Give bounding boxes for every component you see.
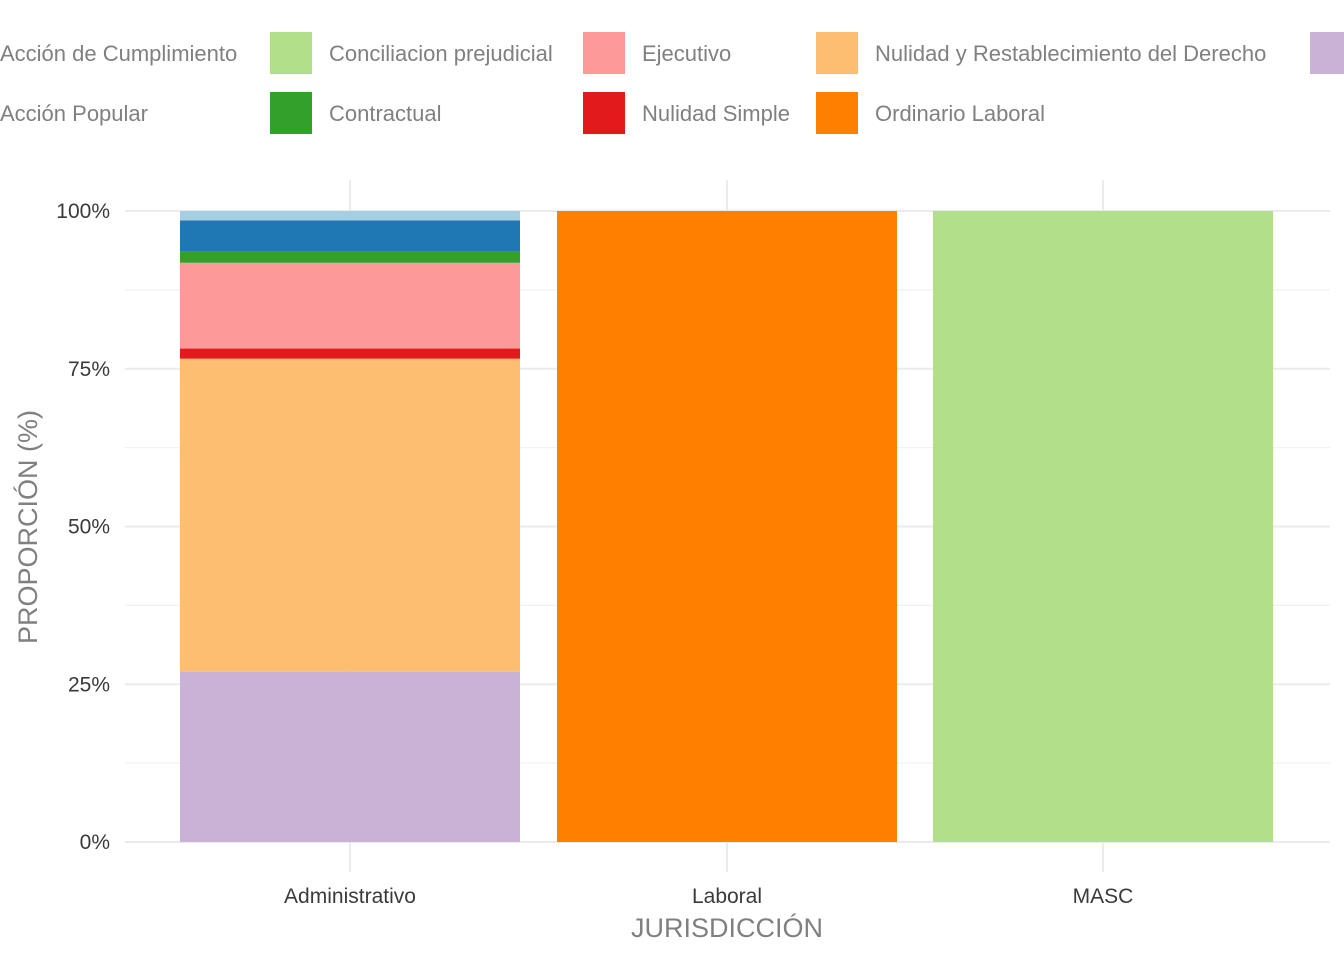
y-tick-label: 0% <box>80 831 110 854</box>
x-tick-label: Administrativo <box>284 885 416 908</box>
bar-segment <box>180 220 520 252</box>
legend-label: Acción Popular <box>0 101 148 126</box>
legend-key <box>583 32 625 74</box>
bar-segment <box>180 262 520 349</box>
bar-segment <box>180 211 520 221</box>
y-axis-ticks: 0% 25% 50% 75% 100% <box>56 200 110 854</box>
legend-key <box>270 32 312 74</box>
legend-key <box>1310 32 1344 74</box>
legend-item: Ejecutivo <box>583 32 731 74</box>
legend-key <box>270 92 312 134</box>
bar-segment <box>180 348 520 359</box>
legend-item: Contractual <box>270 92 442 134</box>
legend-label: Conciliacion prejudicial <box>329 41 553 66</box>
bars <box>180 211 1273 842</box>
legend: Acción de Cumplimiento Acción Popular Conc… <box>0 32 1344 134</box>
x-tick-label: MASC <box>1073 885 1134 908</box>
legend-label: Ordinario Laboral <box>875 101 1045 126</box>
y-tick-label: 50% <box>68 516 110 539</box>
legend-key <box>816 92 858 134</box>
legend-label: Contractual <box>329 101 442 126</box>
bar-segment <box>180 251 520 263</box>
legend-label: Ejecutivo <box>642 41 731 66</box>
legend-key <box>816 32 858 74</box>
legend-item <box>1310 32 1344 74</box>
x-axis-title: JURISDICCIÓN <box>631 912 823 943</box>
legend-label: Nulidad y Restablecimiento del Derecho <box>875 41 1266 66</box>
legend-item: Nulidad Simple <box>583 92 790 134</box>
bar-segment <box>933 211 1273 842</box>
legend-label: Nulidad Simple <box>642 101 790 126</box>
legend-item: Acción Popular <box>0 101 148 126</box>
bar-segment <box>557 211 897 842</box>
x-tick-label: Laboral <box>692 885 762 908</box>
y-axis-title: PROPORCIÓN (%) <box>12 410 43 644</box>
legend-item: Acción de Cumplimiento <box>0 41 237 66</box>
y-tick-label: 25% <box>68 673 110 696</box>
y-tick-label: 100% <box>56 200 110 223</box>
y-tick-label: 75% <box>68 358 110 381</box>
legend-item: Conciliacion prejudicial <box>270 32 553 74</box>
legend-key <box>583 92 625 134</box>
x-axis-ticks: Administrativo Laboral MASC <box>284 885 1133 908</box>
bar-segment <box>180 358 520 672</box>
legend-item: Nulidad y Restablecimiento del Derecho <box>816 32 1266 74</box>
legend-label: Acción de Cumplimiento <box>0 41 237 66</box>
bar-segment <box>180 671 520 842</box>
legend-item: Ordinario Laboral <box>816 92 1045 134</box>
